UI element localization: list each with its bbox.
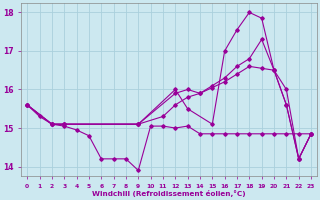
X-axis label: Windchill (Refroidissement éolien,°C): Windchill (Refroidissement éolien,°C) <box>92 190 246 197</box>
